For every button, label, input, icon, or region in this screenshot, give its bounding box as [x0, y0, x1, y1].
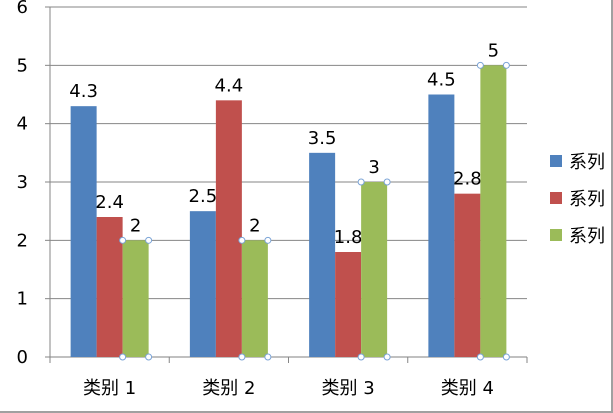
- selection-handle[interactable]: [502, 353, 510, 361]
- data-label: 2.8: [453, 169, 482, 190]
- legend-label: 系列: [569, 226, 605, 247]
- data-label: 5: [488, 40, 499, 61]
- y-tick-label: 4: [17, 114, 28, 135]
- bar-series-3-3[interactable]: [361, 182, 388, 357]
- selection-handle[interactable]: [357, 178, 365, 186]
- y-tick-label: 3: [17, 172, 28, 193]
- x-category-label: 类别 4: [441, 378, 494, 399]
- selection-handle[interactable]: [357, 353, 365, 361]
- legend-label: 系列: [569, 152, 605, 173]
- x-category-label: 类别 3: [322, 378, 375, 399]
- selection-handle[interactable]: [383, 178, 391, 186]
- bar-series-2-2[interactable]: [215, 100, 242, 357]
- legend-swatch: [550, 192, 562, 204]
- selection-handle[interactable]: [119, 236, 127, 244]
- data-label: 3.5: [308, 128, 337, 149]
- data-label: 3: [368, 157, 379, 178]
- data-label: 1.8: [334, 227, 363, 248]
- selection-handle[interactable]: [383, 353, 391, 361]
- y-tick-label: 5: [17, 55, 28, 76]
- y-tick-label: 1: [17, 289, 28, 310]
- selection-handle[interactable]: [476, 61, 484, 69]
- selection-handle[interactable]: [476, 353, 484, 361]
- legend-swatch: [550, 229, 562, 241]
- bar-series-1-3[interactable]: [309, 152, 336, 357]
- selection-handle[interactable]: [264, 353, 272, 361]
- x-category-label: 类别 2: [202, 378, 255, 399]
- selection-handle[interactable]: [502, 61, 510, 69]
- legend-swatch: [550, 155, 562, 167]
- y-tick-label: 2: [17, 230, 28, 251]
- bar-series-2-1[interactable]: [96, 217, 123, 357]
- data-label: 2.5: [189, 186, 218, 207]
- bar-series-3-4[interactable]: [480, 65, 507, 357]
- data-label: 4.3: [69, 81, 98, 102]
- y-tick-label: 6: [17, 0, 28, 18]
- data-label: 2: [130, 215, 141, 236]
- legend-label: 系列: [569, 189, 605, 210]
- selection-handle[interactable]: [119, 353, 127, 361]
- selection-handle[interactable]: [238, 236, 246, 244]
- bar-series-3-2[interactable]: [241, 240, 268, 357]
- selection-handle[interactable]: [238, 353, 246, 361]
- bar-series-1-4[interactable]: [428, 94, 455, 358]
- bar-series-2-4[interactable]: [454, 193, 481, 357]
- y-tick-label: 0: [17, 347, 28, 368]
- bar-series-2-3[interactable]: [335, 252, 362, 357]
- bar-series-1-1[interactable]: [70, 106, 97, 358]
- selection-handle[interactable]: [264, 236, 272, 244]
- bar-series-1-2[interactable]: [189, 211, 216, 357]
- data-label: 2: [249, 215, 260, 236]
- data-label: 2.4: [95, 192, 124, 213]
- bar-series-3-1[interactable]: [122, 240, 149, 357]
- data-label: 4.5: [427, 70, 456, 91]
- selection-handle[interactable]: [145, 353, 153, 361]
- selection-handle[interactable]: [145, 236, 153, 244]
- x-category-label: 类别 1: [83, 378, 136, 399]
- data-label: 4.4: [215, 75, 244, 96]
